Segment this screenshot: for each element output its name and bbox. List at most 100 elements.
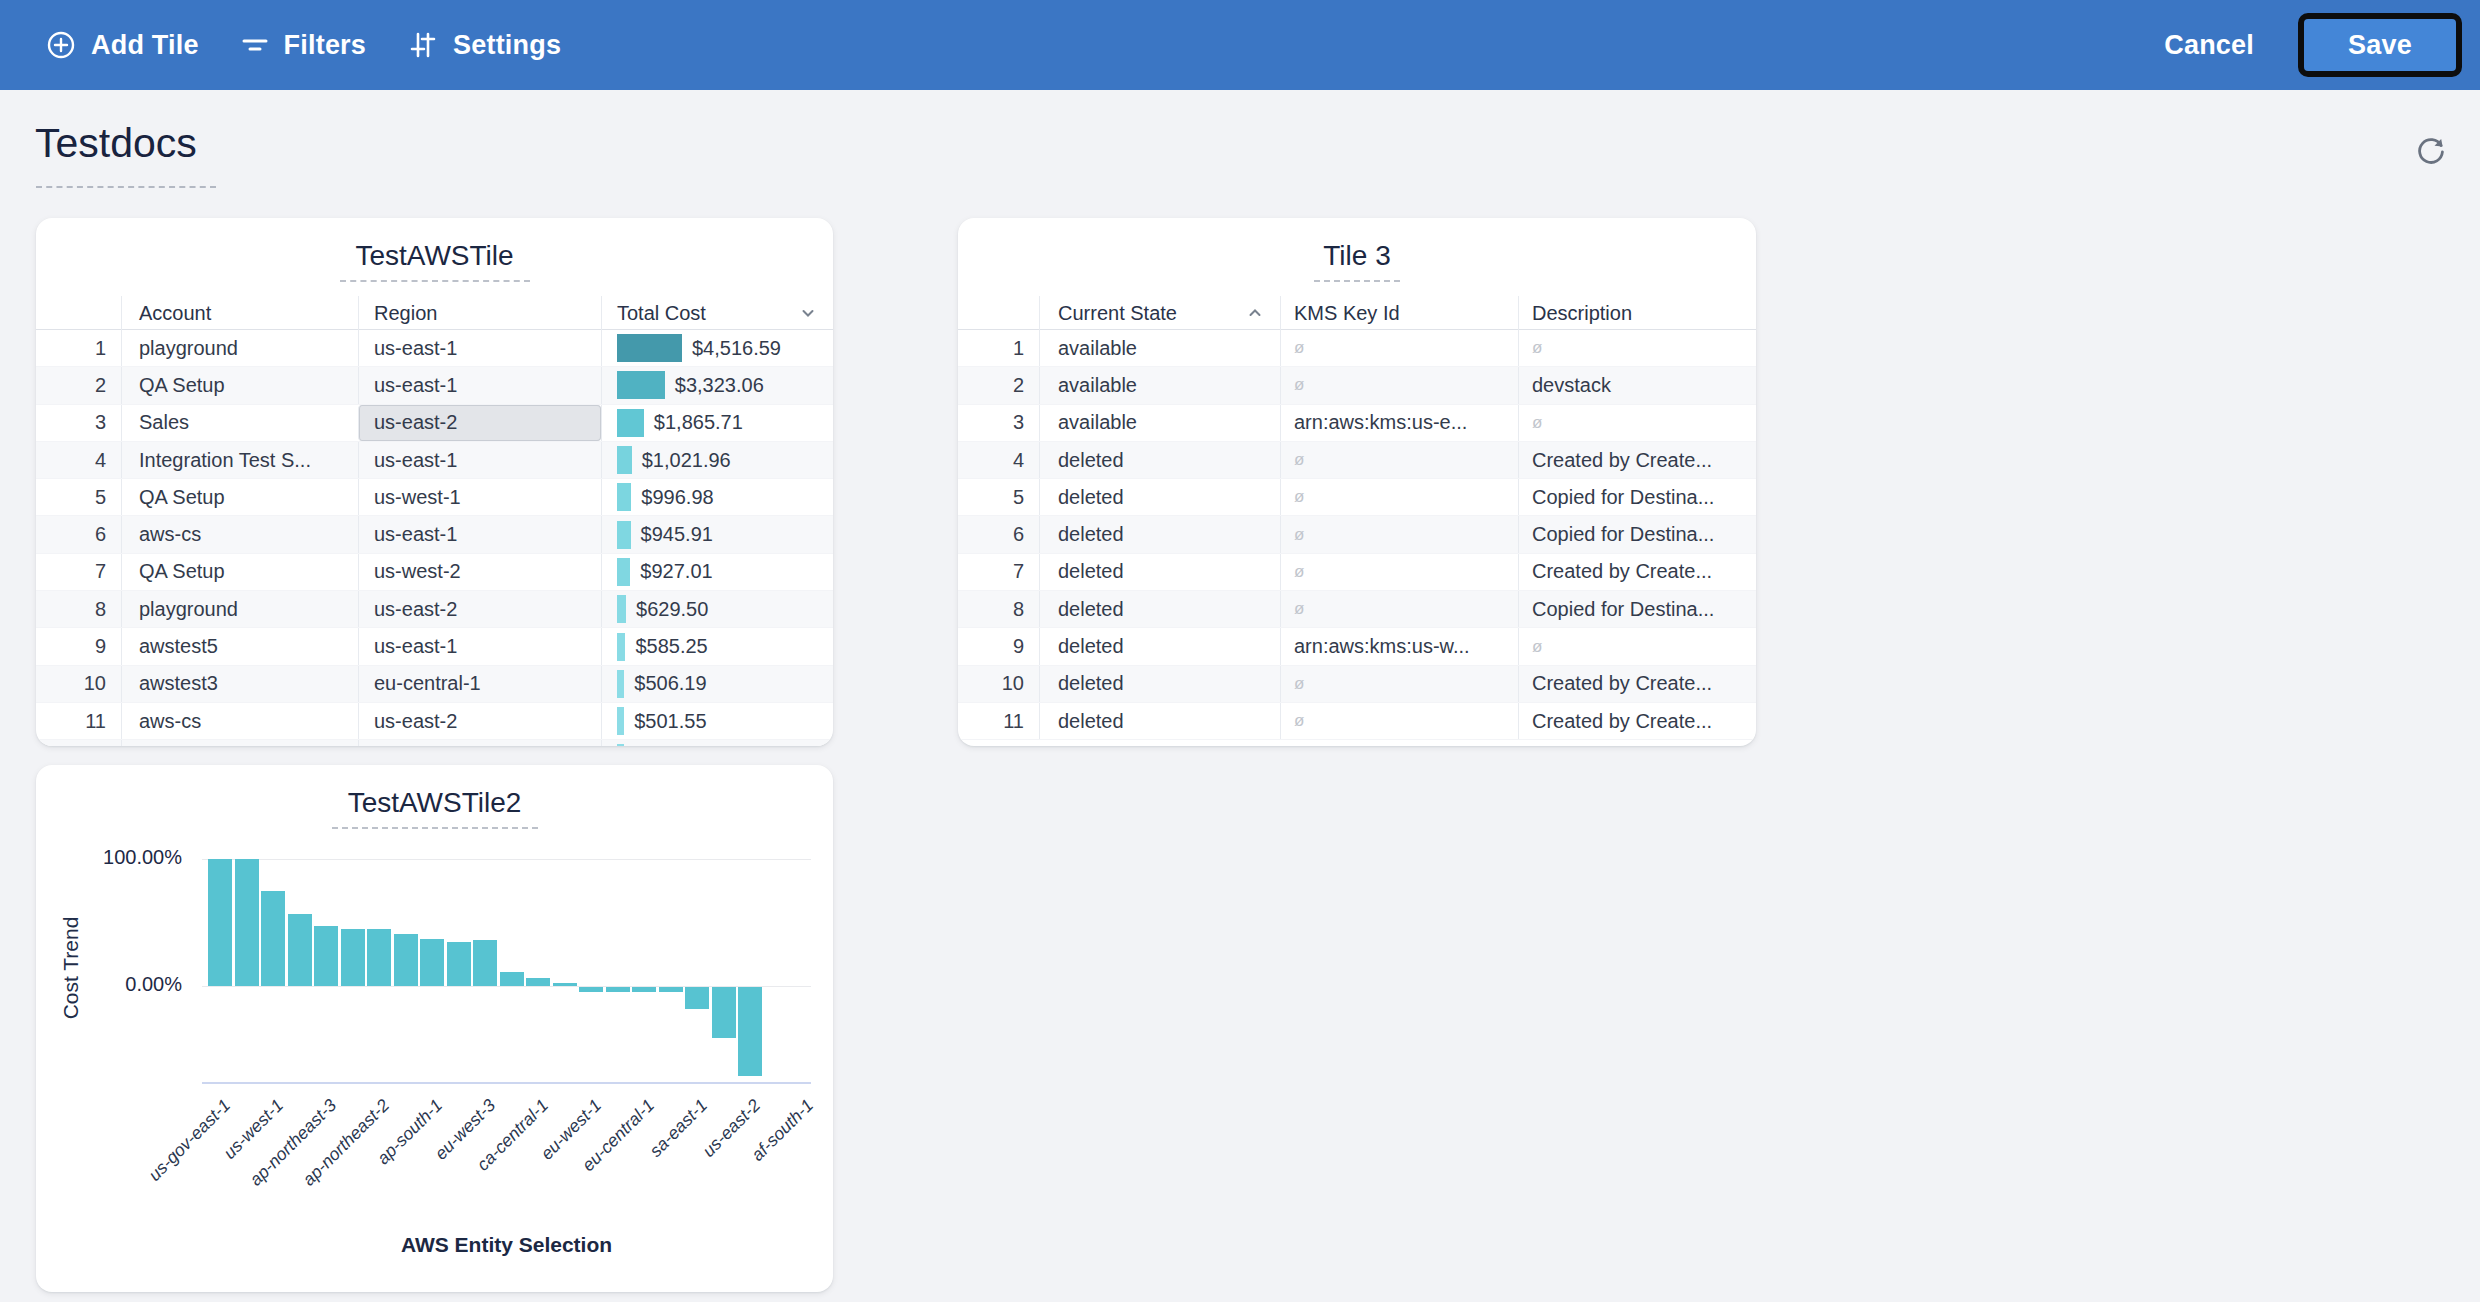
refresh-button[interactable]: [2410, 132, 2452, 174]
current-state-cell[interactable]: deleted: [1039, 666, 1280, 702]
description-cell[interactable]: Created by Create...: [1518, 554, 1756, 590]
total-cost-cell[interactable]: $501.55: [601, 703, 833, 739]
total-cost-cell[interactable]: $3,323.06: [601, 367, 833, 403]
x-axis-title: AWS Entity Selection: [202, 1233, 811, 1257]
total-cost-cell[interactable]: $996.98: [601, 479, 833, 515]
kms-key-id-cell[interactable]: ø: [1280, 442, 1518, 478]
total-cost-cell[interactable]: $945.91: [601, 516, 833, 552]
total-cost-cell[interactable]: $506.19: [601, 666, 833, 702]
total-cost-cell[interactable]: $1,021.96: [601, 442, 833, 478]
total-cost-cell[interactable]: $1,865.71: [601, 405, 833, 441]
column-header-total-cost[interactable]: Total Cost: [601, 296, 833, 330]
kms-key-id-cell[interactable]: ø: [1280, 703, 1518, 739]
row-number-header: [958, 296, 1039, 330]
description-cell[interactable]: Created by Create...: [1518, 442, 1756, 478]
current-state-cell[interactable]: deleted: [1039, 591, 1280, 627]
bar: [261, 891, 285, 986]
description-cell[interactable]: Copied for Destina...: [1518, 479, 1756, 515]
tile-tile3-title[interactable]: Tile 3: [958, 240, 1756, 272]
current-state-cell[interactable]: deleted: [1039, 628, 1280, 664]
row-number-cell: 11: [958, 703, 1039, 739]
column-header-description[interactable]: Description: [1518, 296, 1756, 330]
current-state-cell[interactable]: deleted: [1039, 516, 1280, 552]
total-cost-cell[interactable]: $927.01: [601, 554, 833, 590]
current-state-cell[interactable]: deleted: [1039, 442, 1280, 478]
total-cost-cell[interactable]: $4,516.59: [601, 330, 833, 366]
cost-data-bar: [617, 446, 632, 474]
region-cell[interactable]: us-east-1: [358, 330, 601, 366]
current-state-cell[interactable]: available: [1039, 405, 1280, 441]
kms-key-id-cell[interactable]: ø: [1280, 666, 1518, 702]
region-cell[interactable]: us-east-1: [358, 442, 601, 478]
current-state-cell[interactable]: available: [1039, 367, 1280, 403]
cost-data-bar: [617, 595, 626, 623]
account-cell[interactable]: playground: [121, 330, 358, 366]
kms-key-id-cell[interactable]: ø: [1280, 367, 1518, 403]
column-header-region[interactable]: Region: [358, 296, 601, 330]
description-cell[interactable]: Created by Create...: [1518, 666, 1756, 702]
kms-key-id-cell[interactable]: ø: [1280, 554, 1518, 590]
bar: [659, 987, 683, 992]
account-cell[interactable]: aws-cs: [121, 516, 358, 552]
tile-testawstile2-title[interactable]: TestAWSTile2: [36, 787, 833, 819]
region-cell[interactable]: us-west-2: [358, 554, 601, 590]
kms-key-id-cell[interactable]: ø: [1280, 591, 1518, 627]
filters-button[interactable]: Filters: [241, 30, 366, 61]
add-tile-button[interactable]: Add Tile: [46, 30, 199, 61]
account-cell[interactable]: QA Setup: [121, 367, 358, 403]
account-cell[interactable]: awstest5: [121, 628, 358, 664]
column-header-kms-key-id[interactable]: KMS Key Id: [1280, 296, 1518, 330]
kms-key-id-cell[interactable]: ø: [1280, 479, 1518, 515]
table-row: 3availablearn:aws:kms:us-e...ø: [958, 405, 1756, 442]
description-cell[interactable]: Created by Create...: [1518, 703, 1756, 739]
account-cell[interactable]: Integration Test S...: [121, 442, 358, 478]
bar: [526, 978, 550, 986]
kms-key-id-cell[interactable]: ø: [1280, 516, 1518, 552]
page-title[interactable]: Testdocs: [35, 120, 197, 167]
gridline-100pct: [202, 859, 811, 860]
tile-testawstile-title[interactable]: TestAWSTile: [36, 240, 833, 272]
current-state-cell[interactable]: deleted: [1039, 479, 1280, 515]
tile-title-dashed-underline: [1314, 280, 1400, 282]
account-cell[interactable]: awstest3: [121, 666, 358, 702]
current-state-cell[interactable]: deleted: [1039, 554, 1280, 590]
description-cell[interactable]: devstack: [1518, 367, 1756, 403]
chevron-down-icon[interactable]: [799, 304, 817, 322]
region-cell[interactable]: us-west-1: [358, 479, 601, 515]
settings-button[interactable]: Settings: [408, 30, 561, 61]
cancel-button[interactable]: Cancel: [2164, 30, 2254, 61]
tile-tile3-body: 1availableøø2availableødevstack3availabl…: [958, 330, 1756, 746]
kms-key-id-cell[interactable]: arn:aws:kms:us-w...: [1280, 628, 1518, 664]
account-cell[interactable]: Sales: [121, 405, 358, 441]
region-cell[interactable]: us-east-2: [358, 703, 601, 739]
kms-key-id-cell[interactable]: arn:aws:kms:us-e...: [1280, 405, 1518, 441]
current-state-cell[interactable]: available: [1039, 330, 1280, 366]
region-cell[interactable]: us-east-1: [358, 516, 601, 552]
column-header-current-state[interactable]: Current State: [1039, 296, 1280, 330]
region-cell[interactable]: us-east-2: [358, 591, 601, 627]
account-cell[interactable]: aws-cs: [121, 703, 358, 739]
description-cell[interactable]: Copied for Destina...: [1518, 516, 1756, 552]
total-cost-cell[interactable]: $585.25: [601, 628, 833, 664]
region-cell-selected[interactable]: us-east-2: [358, 405, 601, 441]
row-number-cell: 7: [36, 554, 121, 590]
region-cell[interactable]: us-east-1: [358, 367, 601, 403]
account-cell[interactable]: playground: [121, 591, 358, 627]
save-button[interactable]: Save: [2304, 19, 2456, 71]
row-number-cell: 5: [36, 479, 121, 515]
column-header-account[interactable]: Account: [121, 296, 358, 330]
description-cell[interactable]: ø: [1518, 330, 1756, 366]
current-state-cell[interactable]: deleted: [1039, 703, 1280, 739]
account-cell[interactable]: QA Setup: [121, 479, 358, 515]
description-cell[interactable]: ø: [1518, 405, 1756, 441]
region-cell[interactable]: us-east-1: [358, 628, 601, 664]
total-cost-cell[interactable]: $629.50: [601, 591, 833, 627]
bar: [685, 987, 709, 1009]
account-cell[interactable]: QA Setup: [121, 554, 358, 590]
description-cell[interactable]: ø: [1518, 628, 1756, 664]
null-value-symbol: ø: [1532, 637, 1542, 657]
kms-key-id-cell[interactable]: ø: [1280, 330, 1518, 366]
description-cell[interactable]: Copied for Destina...: [1518, 591, 1756, 627]
region-cell[interactable]: eu-central-1: [358, 666, 601, 702]
chevron-up-icon[interactable]: [1246, 304, 1264, 322]
